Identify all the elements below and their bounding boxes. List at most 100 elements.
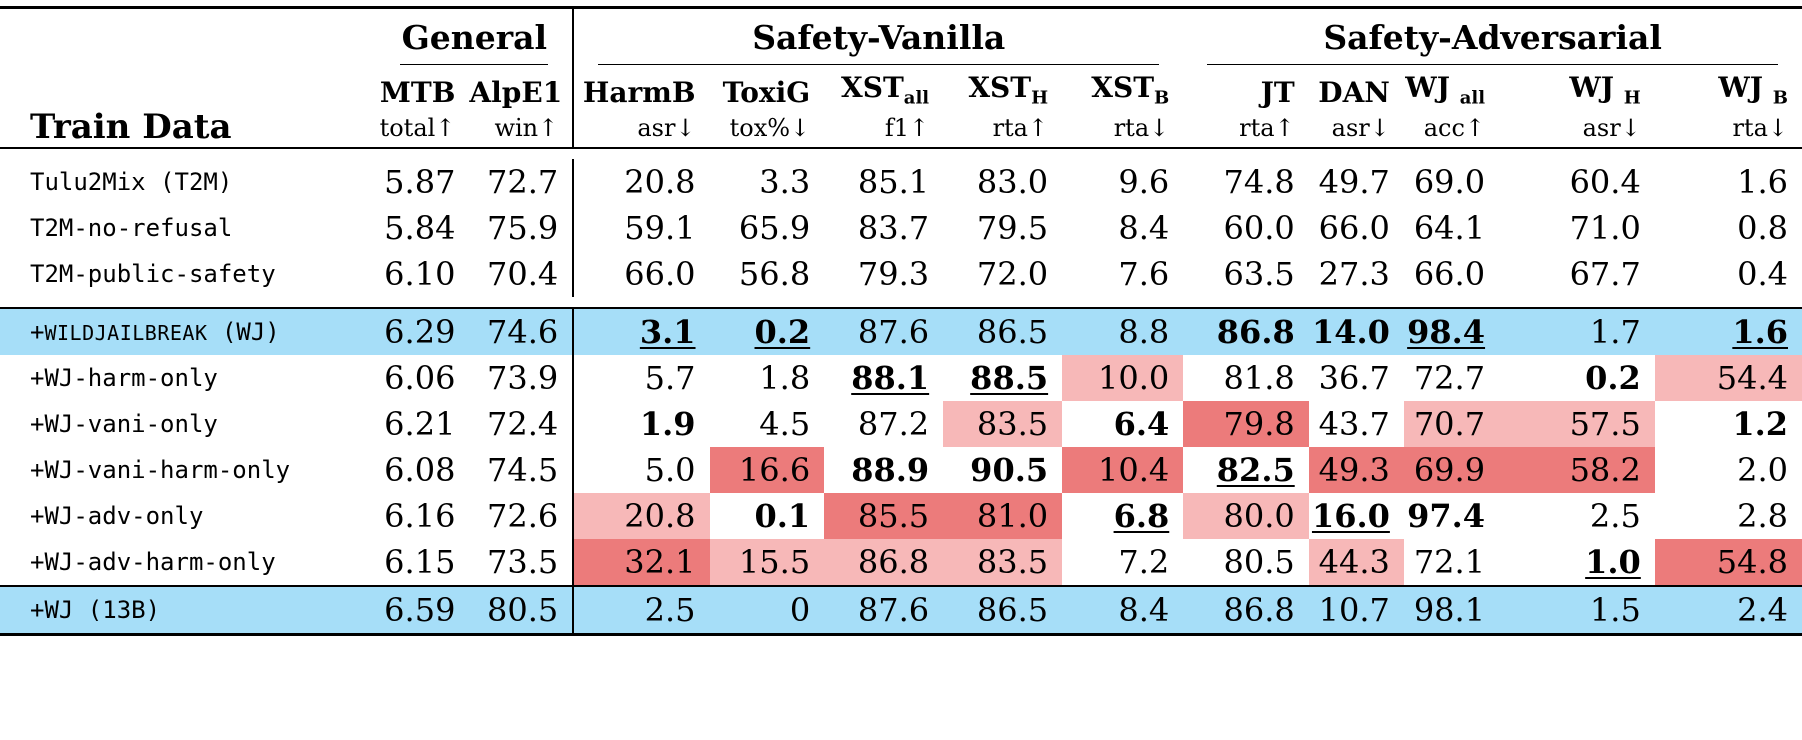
table-row: +WJ (13B) 6.59 80.5 2.5 0 87.6 86.5 8.4 86.8 10.7…: [0, 587, 1802, 635]
column-metric: rta↑: [1239, 114, 1295, 142]
table-cell: 10.0: [1062, 355, 1184, 401]
table-cell: 65.9: [738, 209, 811, 247]
table-cell: 6.10: [384, 255, 456, 293]
table-cell: 54.4: [1654, 355, 1802, 401]
table-cell: 2.5: [572, 587, 710, 635]
column-header: ToxiG: [722, 76, 811, 109]
table-cell: 1.9: [572, 401, 710, 447]
column-metric: rta↓: [1732, 114, 1788, 142]
table-cell: 6.8: [1113, 497, 1170, 535]
table-cell: 75.9: [487, 209, 559, 247]
column-metric: rta↑: [992, 114, 1049, 142]
table-cell: 44.3: [1308, 539, 1404, 586]
table-cell: 85.1: [857, 163, 930, 201]
table-cell: 0.2: [1585, 359, 1641, 397]
table-row: +WJ-harm-only 6.06 73.9 5.7 1.8 88.1 88.5 10.0 8…: [0, 355, 1802, 401]
table-cell: 6.16: [384, 497, 456, 535]
table-cell: 74.8: [1223, 163, 1295, 201]
row-label: Tulu2Mix (T2M): [30, 168, 233, 196]
table-row: T2M-public-safety 6.10 70.4 66.0 56.8 79.3 72.…: [0, 251, 1802, 297]
table-cell: 8.4: [1062, 587, 1184, 635]
row-label: +WJ-vani-harm-only: [30, 456, 291, 484]
row-label: +WILDJAILBREAK (WJ): [0, 309, 377, 355]
table-cell: 88.1: [851, 359, 930, 397]
table-cell: 87.2: [857, 405, 930, 443]
column-metric: asr↓: [572, 109, 710, 148]
table-cell: 2.5: [1589, 497, 1641, 535]
table-cell: 0.4: [1737, 255, 1788, 293]
table-cell: 7.6: [1118, 255, 1170, 293]
table-row: +WJ-vani-harm-only 6.08 74.5 5.0 16.6 88.9 90.…: [0, 447, 1802, 493]
table-cell: 6.29: [376, 309, 470, 355]
train-data-header: Train Data: [30, 107, 232, 147]
table-cell: 71.0: [1569, 209, 1641, 247]
table-cell: 56.8: [738, 255, 811, 293]
table-row: +WILDJAILBREAK (WJ) 6.29 74.6 3.1 0.2 87.6 86.…: [0, 309, 1802, 355]
table-cell: 1.6: [1654, 309, 1802, 355]
table-cell: 88.5: [970, 359, 1049, 397]
table-cell: 3.1: [572, 309, 710, 355]
table-cell: 80.5: [1223, 543, 1295, 581]
row-label: +WJ (13B): [0, 587, 377, 635]
table-cell: 81.8: [1223, 359, 1295, 397]
table-cell: 86.8: [1183, 587, 1309, 635]
table-cell: 6.08: [384, 451, 456, 489]
table-cell: 86.8: [1183, 309, 1309, 355]
table-cell: 85.5: [824, 493, 944, 539]
table-cell: 6.4: [1113, 405, 1170, 443]
table-cell: 72.6: [487, 497, 559, 535]
table-cell: 7.2: [1118, 543, 1170, 581]
table-cell: 83.5: [943, 539, 1063, 586]
column-metric: acc↑: [1423, 114, 1486, 142]
column-header: XSTH: [968, 71, 1049, 109]
table-cell: 72.4: [487, 405, 559, 443]
row-label: +WJ-harm-only: [30, 364, 218, 392]
column-metric: rta↓: [1113, 114, 1170, 142]
table-cell: 88.9: [851, 451, 930, 489]
table-cell: 8.4: [1118, 209, 1170, 247]
column-header: HarmB: [572, 65, 710, 109]
table-cell: 83.0: [976, 163, 1049, 201]
table-cell: 81.0: [943, 493, 1063, 539]
table-cell: 20.8: [572, 159, 710, 205]
row-label: T2M-no-refusal: [30, 214, 233, 242]
table-cell: 32.1: [572, 539, 710, 586]
table-cell: 2.4: [1654, 587, 1802, 635]
table-cell: 1.2: [1732, 405, 1788, 443]
column-metric: total↑: [379, 114, 456, 142]
table-cell: 20.8: [572, 493, 710, 539]
column-header: XSTall: [841, 71, 930, 109]
column-metric: tox%↓: [729, 114, 811, 142]
table-cell: 15.5: [709, 539, 825, 586]
table-cell: 83.5: [943, 401, 1063, 447]
table: General Safety-Vanilla Safety-Adversaria…: [0, 6, 1802, 637]
column-metric: asr↓: [1331, 114, 1390, 142]
table-cell: 6.15: [384, 543, 456, 581]
table-cell: 0.1: [754, 497, 811, 535]
table-cell: 5.7: [572, 355, 710, 401]
table-cell: 1.6: [1737, 163, 1788, 201]
table-cell: 72.7: [487, 163, 559, 201]
table-cell: 80.5: [469, 587, 574, 635]
table-cell: 86.8: [824, 539, 944, 586]
table-cell: 27.3: [1318, 255, 1390, 293]
table-cell: 58.2: [1499, 447, 1655, 493]
table-cell: 90.5: [970, 451, 1049, 489]
row-label: T2M-public-safety: [30, 260, 276, 288]
column-header: WJ H: [1569, 71, 1641, 109]
group-general: General: [376, 9, 573, 65]
table-cell: 0.8: [1737, 209, 1788, 247]
table-cell: 79.8: [1183, 401, 1309, 447]
table-cell: 9.6: [1118, 163, 1170, 201]
table-cell: 69.9: [1403, 447, 1500, 493]
table-row: +WJ-adv-only 6.16 72.6 20.8 0.1 85.5 81.0 6.8 80…: [0, 493, 1802, 539]
table-cell: 69.0: [1413, 163, 1486, 201]
column-header: DAN: [1318, 76, 1390, 109]
table-cell: 4.5: [759, 405, 811, 443]
table-cell: 1.5: [1499, 587, 1655, 635]
table-cell: 54.8: [1654, 539, 1802, 586]
table-cell: 79.3: [857, 255, 930, 293]
table-cell: 72.0: [976, 255, 1049, 293]
table-cell: 87.6: [824, 587, 944, 635]
